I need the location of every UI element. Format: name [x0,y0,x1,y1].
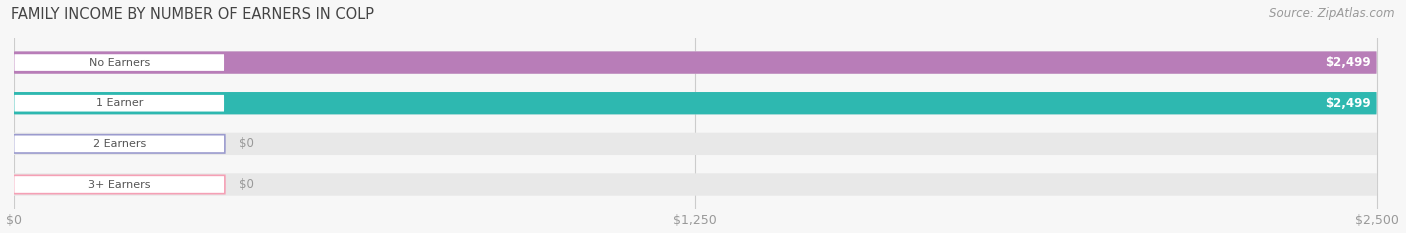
FancyBboxPatch shape [14,53,225,72]
Text: $2,499: $2,499 [1326,97,1371,110]
Text: 3+ Earners: 3+ Earners [89,179,150,189]
Text: No Earners: No Earners [89,58,150,68]
FancyBboxPatch shape [14,94,225,112]
FancyBboxPatch shape [14,92,1376,114]
FancyBboxPatch shape [14,173,1376,196]
Text: 2 Earners: 2 Earners [93,139,146,149]
Text: 1 Earner: 1 Earner [96,98,143,108]
FancyBboxPatch shape [14,92,1376,114]
FancyBboxPatch shape [14,51,1376,74]
FancyBboxPatch shape [14,135,225,153]
Text: $0: $0 [239,137,253,150]
Text: $2,499: $2,499 [1326,56,1371,69]
Text: FAMILY INCOME BY NUMBER OF EARNERS IN COLP: FAMILY INCOME BY NUMBER OF EARNERS IN CO… [11,7,374,22]
FancyBboxPatch shape [14,133,1376,155]
FancyBboxPatch shape [14,51,1376,74]
FancyBboxPatch shape [14,175,225,194]
Text: $0: $0 [239,178,253,191]
Text: Source: ZipAtlas.com: Source: ZipAtlas.com [1270,7,1395,20]
